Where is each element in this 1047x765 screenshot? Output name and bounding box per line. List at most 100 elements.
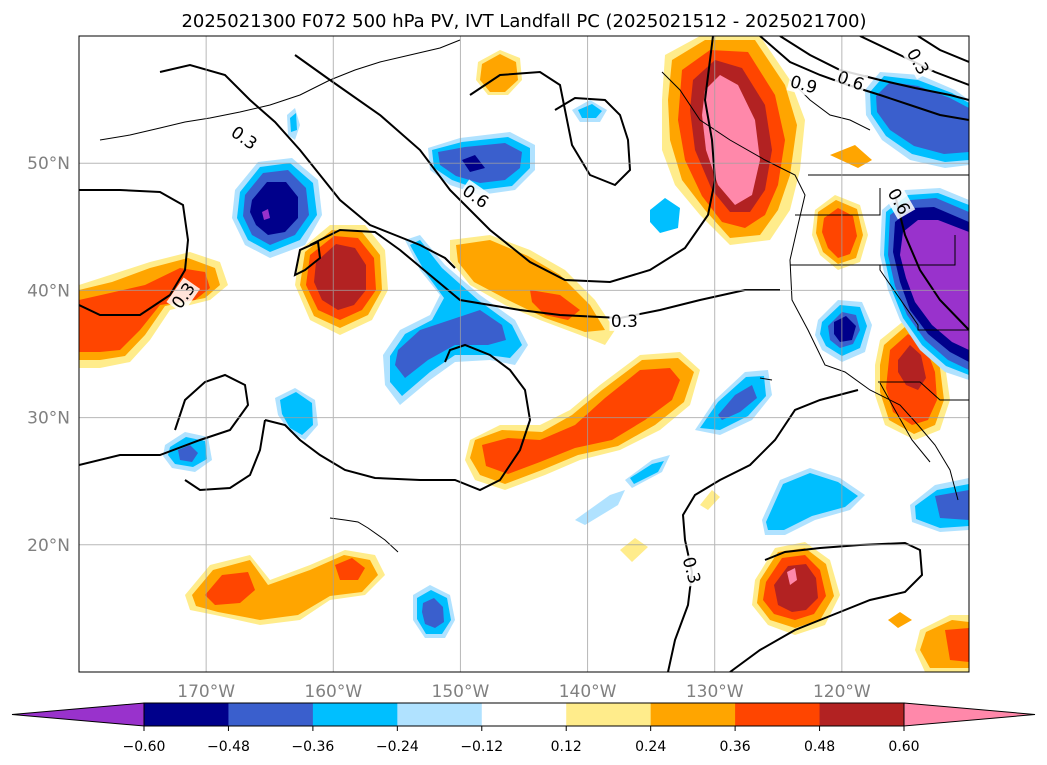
lon-tick-label: 130°W: [686, 682, 744, 702]
anomaly-region: [945, 628, 969, 662]
coastline: [99, 39, 461, 141]
anomaly-region: [314, 244, 366, 310]
pv-contour-line: [309, 228, 780, 320]
anomaly-region: [620, 538, 648, 562]
anomaly-region: [650, 198, 680, 233]
lon-tick-label: 150°W: [432, 682, 490, 702]
colorbar-bin: [312, 703, 398, 726]
coastline: [661, 71, 959, 501]
contour-label-text: 0.3: [611, 312, 638, 332]
pv-contour-line: [894, 194, 969, 331]
pv-contour-line: [667, 389, 859, 672]
colorbar-bin: [735, 703, 821, 726]
colorbar-extend-min: [11, 702, 145, 727]
anomaly-region: [205, 572, 255, 605]
colorbar-bin: [566, 703, 652, 726]
anomaly-region: [718, 385, 757, 420]
anomaly-region: [834, 316, 856, 342]
pv-contour-line: [469, 70, 632, 187]
lon-tick-label: 120°W: [813, 682, 871, 702]
pv-contour-line: [184, 419, 266, 492]
lon-tick-label: 140°W: [559, 682, 617, 702]
coastline: [879, 265, 969, 331]
colorbar-tick-label: −0.60: [123, 739, 166, 755]
lat-tick-label: 30°N: [27, 409, 70, 429]
anomaly-region: [774, 564, 818, 612]
colorbar-tick-label: −0.36: [291, 739, 334, 755]
pv-contour-line: [79, 373, 250, 466]
colorbar-frame: [143, 702, 905, 727]
anomaly-region: [766, 473, 858, 530]
anomaly-region: [900, 220, 969, 350]
contour-label-bg: [609, 310, 640, 331]
colorbar: −0.60 −0.48 −0.36 −0.24 −0.12 0.12 0.24 0.36 0.4…: [11, 702, 1036, 755]
anomaly-region: [888, 612, 912, 628]
colorbar-tick-label: −0.48: [207, 739, 250, 755]
longitude-labels: 170°W 160°W 150°W 140°W 130°W 120°W: [177, 682, 871, 702]
anomaly-region: [395, 310, 506, 378]
colorbar-bin: [819, 703, 905, 726]
anomaly-region: [280, 392, 313, 435]
colorbar-bin: [481, 703, 567, 726]
colorbar-bin: [144, 703, 229, 726]
pv-contour-line: [759, 36, 969, 121]
contour-label-bg: [901, 43, 935, 80]
pv-contour-line: [264, 343, 532, 492]
anomaly-region: [192, 555, 378, 620]
anomaly-region: [482, 368, 680, 474]
colorbar-tick-label: −0.24: [376, 739, 419, 755]
anomaly-region: [422, 598, 444, 628]
anomaly-region: [262, 209, 270, 220]
pv-contour-line: [779, 36, 969, 101]
coastline: [329, 517, 399, 553]
lat-tick-label: 50°N: [27, 154, 70, 174]
lat-tick-label: 40°N: [27, 281, 70, 301]
anomaly-region: [250, 182, 298, 235]
colorbar-tick-label: 0.24: [635, 739, 666, 755]
lat-tick-label: 20°N: [27, 536, 70, 556]
pv-contour-line: [917, 36, 969, 63]
coastline: [878, 381, 969, 401]
map-frame: [78, 35, 970, 673]
anomaly-region: [335, 558, 365, 580]
contour-label: 0.3: [678, 553, 706, 588]
anomaly-region: [630, 461, 664, 484]
lon-tick-label: 160°W: [304, 682, 362, 702]
anomaly-region: [290, 113, 297, 132]
colorbar-extend-max: [903, 702, 1036, 727]
anomaly-region: [830, 145, 872, 168]
contour-label-bg: [457, 179, 494, 214]
pv-contour-line: [729, 541, 924, 672]
positive-anomaly-fill: [79, 36, 969, 672]
contour-label-bg: [226, 120, 263, 155]
pv-contour-line: [159, 63, 456, 269]
colorbar-bin: [650, 703, 736, 726]
colorbar-tick-label: 0.48: [804, 739, 835, 755]
colorbar-bin: [228, 703, 314, 726]
pv-contour-line: [79, 189, 190, 316]
pv-contour-line: [293, 240, 322, 277]
contour-label-bg: [786, 70, 821, 98]
anomaly-region: [787, 568, 797, 585]
anomaly-region: [178, 445, 198, 462]
anomaly-region: [822, 208, 857, 258]
figure-title: 2025021300 F072 500 hPa PV, IVT Landfall…: [181, 11, 866, 32]
coastline: [879, 382, 931, 463]
anomaly-region: [935, 490, 969, 520]
colorbar-tick-label: 0.36: [720, 739, 751, 755]
pv-contours: [79, 36, 969, 672]
contour-label-bg: [678, 553, 706, 588]
colorbar-tick-label: −0.12: [460, 739, 503, 755]
lon-tick-label: 170°W: [177, 682, 235, 702]
colorbar-tick-label: 0.12: [551, 739, 582, 755]
contour-label-bg: [166, 277, 201, 314]
colorbar-tick-label: 0.60: [888, 739, 919, 755]
anomaly-region: [876, 82, 969, 154]
coastline: [795, 188, 881, 216]
map-panel[interactable]: 0.30.30.60.30.9 0.60.30.60.3: [78, 35, 970, 673]
coastline: [759, 377, 773, 381]
contour-label-bg: [882, 183, 916, 220]
contour-label: 0.3: [609, 310, 640, 332]
latitude-labels: 50°N 40°N 30°N 20°N: [27, 154, 70, 556]
